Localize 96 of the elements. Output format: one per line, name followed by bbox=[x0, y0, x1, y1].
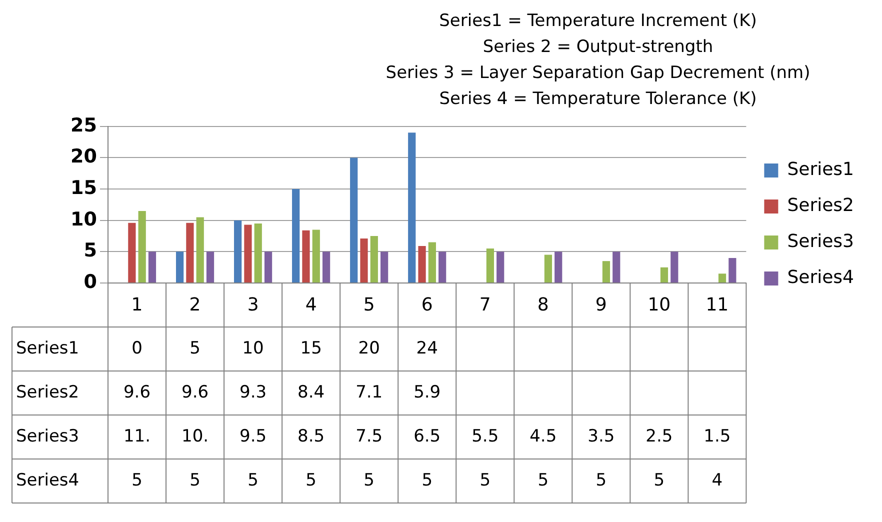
data-label: 3.5 bbox=[588, 426, 615, 446]
data-label: 10. bbox=[182, 426, 209, 446]
text: Series2 bbox=[16, 382, 80, 402]
data-label: 24 bbox=[416, 338, 438, 358]
x-tick-label: 8 bbox=[537, 294, 549, 316]
data-label: 5 bbox=[596, 470, 607, 490]
data-label: 5.9 bbox=[414, 382, 441, 402]
data-label: 11. bbox=[123, 426, 151, 446]
text: Series 2 = Output-strength bbox=[482, 36, 714, 59]
bar bbox=[176, 252, 184, 282]
bar bbox=[128, 222, 136, 282]
x-tick-label: 6 bbox=[421, 294, 433, 316]
bar bbox=[728, 258, 736, 282]
bar bbox=[486, 248, 494, 282]
data-label: 0 bbox=[132, 338, 142, 358]
data-label: 4 bbox=[712, 470, 723, 490]
text: Series3 bbox=[16, 426, 80, 446]
bar bbox=[408, 132, 416, 282]
data-label: 2.5 bbox=[646, 426, 673, 446]
data-label: 5 bbox=[190, 338, 200, 358]
data-label: 15 bbox=[300, 338, 322, 358]
bar bbox=[380, 252, 388, 282]
legend-label: Series4 bbox=[787, 267, 854, 288]
x-tick-label: 5 bbox=[363, 294, 375, 316]
y-tick-label: 0 bbox=[84, 270, 97, 293]
data-label: 5 bbox=[190, 470, 200, 490]
bar bbox=[302, 230, 310, 282]
bar bbox=[264, 252, 272, 282]
bar bbox=[602, 261, 610, 282]
bar bbox=[196, 217, 204, 282]
data-label: 5 bbox=[248, 470, 258, 490]
data-label: 5 bbox=[364, 470, 374, 490]
legend-label: Series2 bbox=[787, 195, 854, 216]
bar bbox=[186, 222, 194, 282]
bar bbox=[292, 189, 300, 282]
data-label: 5 bbox=[654, 470, 665, 490]
y-tick-label: 10 bbox=[70, 208, 97, 230]
x-tick-label: 7 bbox=[479, 294, 491, 316]
data-label: 7.1 bbox=[356, 382, 383, 402]
y-tick-label: 5 bbox=[84, 240, 97, 262]
data-label: 20 bbox=[358, 338, 380, 358]
data-label: 5 bbox=[422, 470, 433, 490]
legend-label: Series1 bbox=[787, 159, 854, 180]
x-tick-label: 3 bbox=[247, 294, 259, 316]
text: Series4 bbox=[16, 470, 80, 490]
data-label: 9.3 bbox=[240, 382, 267, 402]
data-label: 4.5 bbox=[530, 426, 557, 446]
bar bbox=[418, 246, 426, 282]
bar bbox=[234, 220, 242, 282]
bar bbox=[312, 230, 320, 282]
y-tick-label: 20 bbox=[70, 146, 97, 168]
bar bbox=[322, 252, 330, 282]
bar bbox=[254, 223, 262, 282]
bar bbox=[350, 158, 358, 282]
data-label: 9.5 bbox=[240, 426, 267, 446]
x-tick-label: 10 bbox=[648, 294, 671, 316]
x-tick-label: 1 bbox=[131, 294, 143, 316]
bar bbox=[718, 274, 726, 282]
data-label: 9.6 bbox=[123, 382, 151, 402]
bar bbox=[206, 252, 214, 282]
data-label: 5 bbox=[480, 470, 491, 490]
bar bbox=[544, 254, 552, 282]
x-tick-label: 2 bbox=[189, 294, 201, 316]
bar bbox=[496, 252, 504, 282]
data-label: 8.5 bbox=[298, 426, 325, 446]
data-label: 9.6 bbox=[182, 382, 209, 402]
bar bbox=[612, 252, 620, 282]
text: Series 4 = Temperature Tolerance (K) bbox=[438, 88, 758, 111]
data-label: 7.5 bbox=[356, 426, 383, 446]
bar bbox=[660, 267, 668, 282]
bar bbox=[438, 252, 446, 282]
text: Series1 = Temperature Increment (K) bbox=[438, 10, 758, 33]
bar bbox=[670, 252, 678, 282]
text: Series1 bbox=[16, 338, 80, 358]
data-label: 8.4 bbox=[298, 382, 325, 402]
bar bbox=[554, 252, 562, 282]
bar bbox=[360, 238, 368, 282]
bar bbox=[148, 252, 156, 282]
data-label: 1.5 bbox=[704, 426, 731, 446]
y-tick-label: 25 bbox=[70, 114, 97, 136]
x-tick-label: 4 bbox=[305, 294, 317, 316]
bar bbox=[370, 236, 378, 282]
y-tick-label: 15 bbox=[70, 176, 97, 199]
bar bbox=[244, 224, 252, 282]
bar bbox=[428, 242, 436, 282]
data-label: 10 bbox=[242, 338, 264, 358]
text: Series 3 = Layer Separation Gap Decrement (nm) bbox=[384, 62, 812, 85]
x-tick-label: 11 bbox=[706, 294, 729, 316]
data-label: 5 bbox=[538, 470, 549, 490]
data-label: 5 bbox=[132, 470, 142, 490]
data-label: 5.5 bbox=[472, 426, 499, 446]
legend-label: Series3 bbox=[787, 231, 854, 252]
x-tick-label: 9 bbox=[595, 294, 607, 316]
bar bbox=[138, 210, 146, 282]
data-label: 6.5 bbox=[414, 426, 441, 446]
data-label: 5 bbox=[306, 470, 316, 490]
